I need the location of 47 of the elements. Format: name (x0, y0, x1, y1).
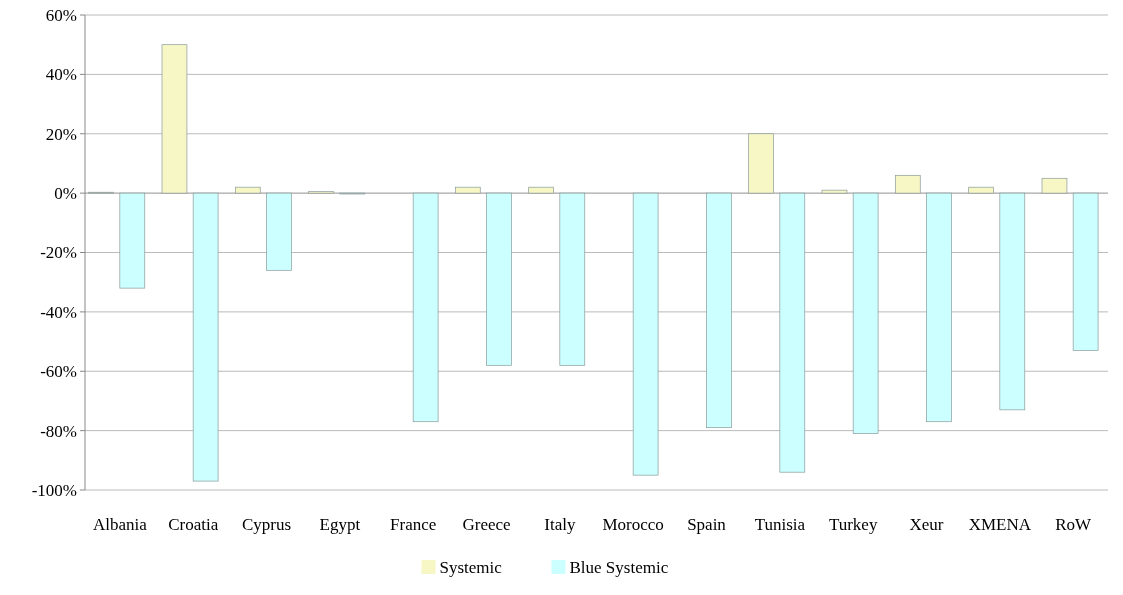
bar (748, 133, 774, 194)
y-tick-label: 0% (54, 184, 77, 204)
bar (852, 192, 879, 434)
y-tick-label: -60% (40, 362, 77, 382)
y-tick-label: -100% (31, 480, 77, 500)
bar (821, 189, 848, 194)
bar (454, 186, 481, 194)
x-tick-label: Cyprus (241, 515, 292, 534)
bar (266, 192, 292, 271)
x-tick-label: XMENA (968, 515, 1032, 534)
bar (234, 186, 261, 194)
bar (926, 192, 952, 423)
x-tick-label: Xeur (909, 515, 944, 534)
y-tick-label: 40% (45, 65, 77, 85)
x-tick-label: Greece (462, 515, 511, 534)
bar (528, 186, 554, 194)
x-tick-label: Turkey (828, 515, 878, 534)
y-tick-label: -80% (40, 421, 77, 441)
y-tick-label: 60% (45, 5, 77, 25)
legend-label: Systemic (439, 557, 503, 577)
bar (1041, 177, 1068, 194)
bar (999, 192, 1026, 411)
bar (559, 192, 586, 366)
bar (161, 44, 188, 194)
bar (706, 192, 732, 429)
legend-label: Blue Systemic (569, 557, 669, 577)
y-tick-label: 20% (45, 124, 77, 144)
x-tick-label: Croatia (168, 515, 219, 534)
bar (968, 186, 994, 194)
bar (632, 192, 659, 476)
bar (779, 192, 806, 473)
bar (119, 192, 146, 289)
bar (192, 192, 219, 482)
bar (894, 174, 921, 194)
x-tick-label: RoW (1055, 515, 1093, 534)
x-tick-label: France (390, 515, 437, 534)
bar (1072, 192, 1099, 351)
y-tick-label: -20% (40, 243, 77, 263)
x-tick-label: Morocco (602, 515, 664, 534)
x-tick-label: Egypt (319, 515, 361, 534)
bar (412, 192, 439, 423)
x-tick-label: Italy (544, 515, 576, 534)
y-tick-label: -40% (40, 302, 77, 322)
x-tick-label: Spain (687, 515, 727, 534)
x-tick-label: Tunisia (754, 515, 806, 534)
x-tick-label: Albania (92, 515, 148, 534)
bar (486, 192, 512, 366)
